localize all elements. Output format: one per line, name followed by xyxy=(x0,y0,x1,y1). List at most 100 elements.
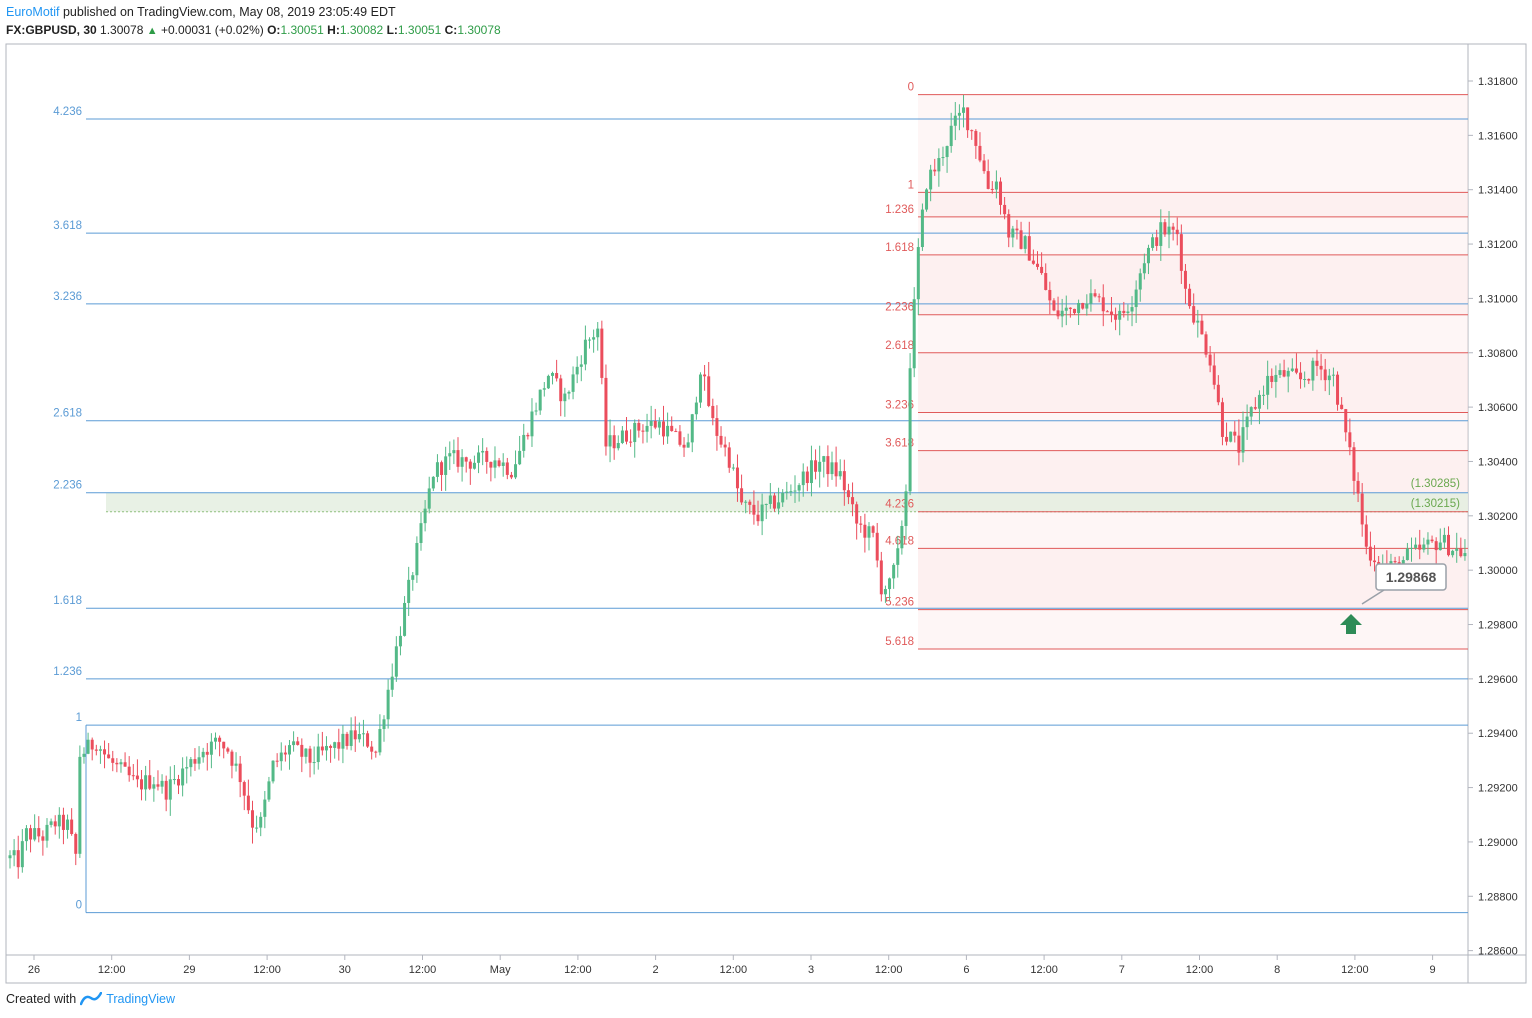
candle xyxy=(1418,529,1422,560)
candle xyxy=(916,238,920,315)
close-label: C: xyxy=(444,23,458,37)
candle xyxy=(61,807,65,845)
candle xyxy=(497,457,501,468)
zone-top-label: (1.30285) xyxy=(1411,478,1460,490)
candle xyxy=(768,483,772,509)
candle xyxy=(781,489,785,507)
candle xyxy=(415,536,419,583)
time-tick-label: May xyxy=(490,964,511,976)
time-tick-label: 12:00 xyxy=(720,964,748,976)
candle xyxy=(53,815,57,835)
candle xyxy=(600,320,604,385)
price-tick-label: 1.29200 xyxy=(1478,783,1518,795)
candle xyxy=(238,755,242,798)
candle xyxy=(1036,251,1039,270)
candle xyxy=(16,835,20,879)
candle xyxy=(1311,357,1315,391)
symbol-label: FX:GBPUSD, 30 xyxy=(6,23,97,37)
price-tick-label: 1.30200 xyxy=(1478,511,1518,523)
candle xyxy=(1356,472,1360,503)
candle xyxy=(1319,354,1323,381)
fib-blue-label: 4.236 xyxy=(53,106,82,118)
candle xyxy=(920,203,924,251)
high-label: H: xyxy=(327,23,340,37)
candle xyxy=(82,747,86,764)
candle xyxy=(1167,211,1171,249)
candle xyxy=(460,449,464,482)
candle xyxy=(242,780,246,811)
fib-red-label: 4.236 xyxy=(885,499,914,511)
candle xyxy=(94,744,98,756)
candle xyxy=(423,500,427,532)
candle xyxy=(559,374,563,417)
tradingview-logo-icon xyxy=(80,992,103,1006)
price-callout[interactable]: 1.29868 xyxy=(1361,563,1447,605)
price-tick-label: 1.31200 xyxy=(1478,239,1518,251)
candle xyxy=(670,416,674,432)
candle xyxy=(1405,542,1409,561)
candle xyxy=(1352,442,1356,495)
candle xyxy=(201,747,205,763)
candle xyxy=(255,815,259,833)
candle xyxy=(164,775,168,812)
price-chart[interactable]: 4.236 3.618 3.236 2.618 2.236 1.618 1.236 1 0 0 1… xyxy=(0,0,1532,990)
candle xyxy=(1257,390,1261,425)
candle xyxy=(1019,221,1023,250)
price-axis[interactable]: 1.31800 1.31600 1.31400 1.31200 1.31000 1.308… xyxy=(1468,76,1518,958)
low-value: 1.30051 xyxy=(397,23,442,37)
price-tick-label: 1.30400 xyxy=(1478,456,1518,468)
candle xyxy=(863,513,867,553)
price-tick-label: 1.29000 xyxy=(1478,837,1518,849)
candle xyxy=(1003,197,1007,220)
candle xyxy=(904,484,908,540)
candle xyxy=(1340,397,1344,410)
candle xyxy=(168,766,172,816)
time-axis[interactable]: 26 12:00 29 12:00 30 12:00 May 12:00 2 12:00 3 12:0… xyxy=(28,955,1436,976)
fib-blue-label: 1.236 xyxy=(53,666,82,678)
candle xyxy=(304,748,308,764)
candle xyxy=(259,812,263,837)
fib-extension-red[interactable]: 0 1 1.236 1.618 2.236 2.618 3.236 3.618 4.236 4.6… xyxy=(885,82,1468,650)
candle xyxy=(530,398,534,447)
fib-extension-blue[interactable]: 4.236 3.618 3.236 2.618 2.236 1.618 1.236 1 0 xyxy=(53,106,1468,914)
candle xyxy=(1023,234,1027,254)
candle xyxy=(653,408,657,430)
candle xyxy=(809,445,813,497)
close-value: 1.30078 xyxy=(457,23,501,37)
candle xyxy=(1138,268,1142,302)
price-tick-label: 1.31000 xyxy=(1478,293,1518,305)
candle xyxy=(411,572,415,591)
time-tick-label: 8 xyxy=(1274,964,1280,976)
candle xyxy=(177,774,181,795)
candle xyxy=(493,446,497,479)
candle xyxy=(937,148,941,187)
candle xyxy=(1233,421,1237,443)
zone-bottom-label: (1.30215) xyxy=(1411,498,1460,510)
time-tick-label: 7 xyxy=(1119,964,1125,976)
candle xyxy=(1077,299,1081,326)
candle xyxy=(435,454,439,483)
candle xyxy=(1142,253,1146,280)
price-change: +0.00031 (+0.02%) xyxy=(161,23,264,37)
candle xyxy=(226,746,230,754)
candle xyxy=(707,362,711,408)
candle xyxy=(1085,294,1089,316)
candle xyxy=(567,390,571,400)
candle xyxy=(957,104,961,131)
candle xyxy=(855,501,859,540)
candle xyxy=(583,325,587,371)
time-tick-label: 12:00 xyxy=(1341,964,1369,976)
author-link[interactable]: EuroMotif xyxy=(6,5,60,19)
support-zone[interactable] xyxy=(106,492,1468,512)
tradingview-link[interactable]: TradingView xyxy=(106,992,175,1006)
open-label: O: xyxy=(267,23,281,37)
candle xyxy=(888,577,892,601)
fib-red-zone xyxy=(918,192,1468,217)
candle xyxy=(933,158,937,176)
candle xyxy=(678,425,682,447)
time-tick-label: 6 xyxy=(963,964,969,976)
fib-blue-label: 1 xyxy=(76,712,82,724)
fib-red-label: 2.618 xyxy=(885,340,914,352)
candle xyxy=(66,814,70,839)
fib-blue-label: 0 xyxy=(76,900,82,912)
